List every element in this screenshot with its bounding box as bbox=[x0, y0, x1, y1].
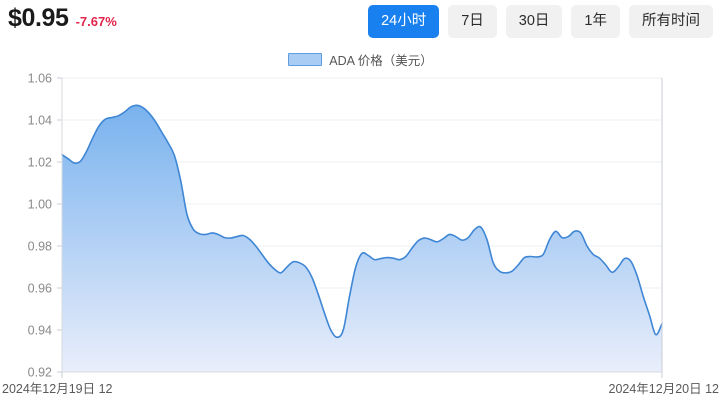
y-axis-tick-label: 1.06 bbox=[28, 71, 52, 85]
price-block: $0.95 -7.67% bbox=[8, 6, 117, 31]
legend-swatch-ada-price bbox=[288, 52, 323, 66]
price-area-fill bbox=[62, 105, 662, 372]
range-button-1[interactable]: 7日 bbox=[448, 5, 497, 38]
y-axis-tick-label: 1.02 bbox=[28, 155, 52, 169]
current-price: $0.95 bbox=[8, 4, 69, 32]
y-axis-tick-label: 0.96 bbox=[28, 281, 52, 295]
y-axis-tick-label: 1.04 bbox=[28, 113, 52, 127]
range-button-4[interactable]: 所有时间 bbox=[629, 5, 713, 38]
y-axis-tick-label: 0.98 bbox=[28, 239, 52, 253]
range-button-3[interactable]: 1年 bbox=[571, 5, 620, 38]
legend-label-ada-price: ADA 价格（美元） bbox=[329, 53, 433, 68]
chart-legend: ADA 价格（美元） bbox=[0, 50, 721, 68]
x-axis-label-start: 2024年12月19日 12 bbox=[2, 382, 113, 396]
y-axis-tick-label: 1.00 bbox=[28, 197, 52, 211]
price-chart[interactable]: 1.06 1.04 1.02 1.00 0.98 0.96 0.94 0.92 2024年12… bbox=[0, 68, 721, 407]
time-range-button-group: 24小时 7日 30日 1年 所有时间 bbox=[368, 5, 713, 38]
price-change-percent: -7.67% bbox=[75, 14, 117, 29]
chart-header: $0.95 -7.67% 24小时 7日 30日 1年 所有时间 bbox=[0, 0, 721, 46]
y-axis-tick-label: 0.92 bbox=[28, 365, 52, 379]
range-button-2[interactable]: 30日 bbox=[505, 5, 563, 38]
price-line bbox=[61, 104, 663, 339]
price-chart-svg: 1.06 1.04 1.02 1.00 0.98 0.96 0.94 0.92 2024年12… bbox=[2, 71, 720, 396]
chart-y-axis-labels: 1.06 1.04 1.02 1.00 0.98 0.96 0.94 0.92 bbox=[28, 71, 52, 379]
range-button-0[interactable]: 24小时 bbox=[368, 5, 440, 38]
x-axis-label-end: 2024年12月20日 12 bbox=[609, 382, 720, 396]
y-axis-tick-label: 0.94 bbox=[28, 323, 52, 337]
